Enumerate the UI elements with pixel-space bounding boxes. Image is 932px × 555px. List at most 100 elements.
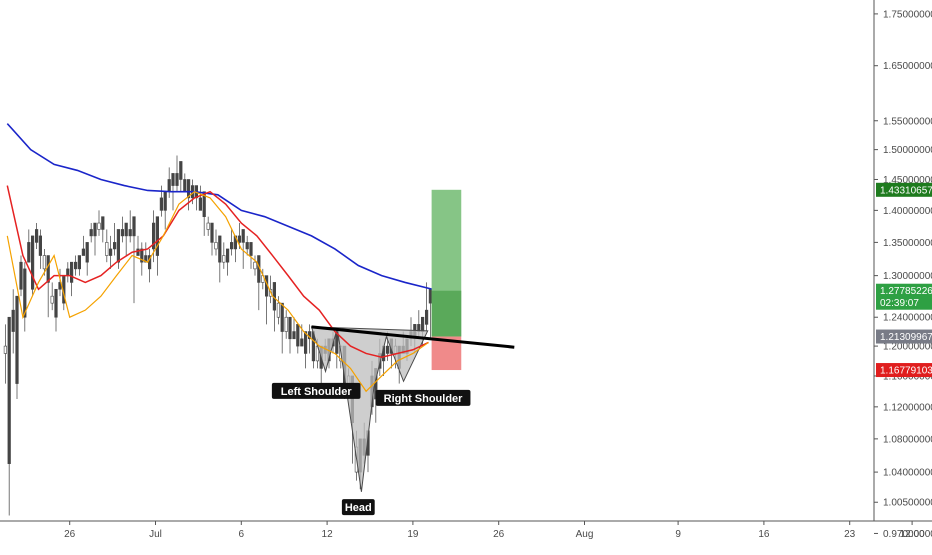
neckline-layer[interactable] [311, 325, 515, 349]
candle [253, 255, 257, 276]
stop-price-tag: 1.16779103 [876, 363, 932, 378]
left-shoulder-label: Left Shoulder [271, 382, 361, 399]
moving-averages-layer [6, 123, 433, 393]
candle [124, 222, 128, 256]
target-price-text: 1.43310657 [880, 185, 932, 196]
candle [3, 324, 7, 384]
time-tick-label: Aug [576, 529, 594, 540]
target-price-tag: 1.43310657 [876, 182, 932, 197]
candle [179, 161, 183, 192]
candle [50, 282, 54, 311]
price-tick-label: 1.45000000 [883, 175, 932, 186]
candle [245, 235, 249, 256]
candle [335, 331, 339, 369]
price-tick-label: 1.65000000 [883, 61, 932, 72]
candle [222, 242, 226, 269]
annotation-layer: Left Shoulder Right Shoulder Head [271, 382, 471, 516]
candle [7, 316, 11, 516]
candle [89, 223, 93, 243]
candle [74, 255, 78, 276]
price-tick-label: 1.20000000 [883, 342, 932, 353]
head-label: Head [341, 499, 375, 516]
candle [214, 229, 218, 256]
candle [109, 235, 113, 269]
candle [187, 179, 191, 211]
neckline-price-price-tag: 1.21309967 [876, 329, 932, 344]
time-tick-label: 12 [322, 529, 334, 540]
candle [424, 282, 429, 332]
candle [284, 310, 288, 339]
candle [66, 262, 70, 283]
candle [249, 242, 253, 269]
candle [54, 288, 58, 332]
candle [303, 331, 308, 369]
candle [140, 242, 144, 276]
candle [70, 261, 74, 297]
stop-price-text: 1.16779103 [880, 366, 932, 377]
candle [136, 235, 140, 256]
time-tick-label: 26 [493, 529, 505, 540]
head-and-shoulders-pattern [310, 326, 429, 492]
candle [101, 216, 105, 243]
price-tick-label: 1.75000000 [883, 9, 932, 20]
price-tick-label: 1.24000000 [883, 313, 932, 324]
ma-slow-line [6, 123, 433, 291]
right-shoulder-text: Right Shoulder [384, 393, 464, 405]
time-tick-label: 19 [407, 529, 419, 540]
candle [93, 222, 97, 256]
last-price-countdown-text: 02:39:07 [880, 298, 919, 309]
candle [272, 282, 277, 332]
price-tick-label: 1.12000000 [883, 402, 932, 413]
candle [116, 229, 120, 269]
candle [34, 223, 39, 249]
time-tick-label: Jul [149, 529, 162, 540]
candle [230, 229, 234, 256]
candle [202, 191, 206, 236]
candle [77, 255, 81, 276]
left-shoulder-text: Left Shoulder [281, 386, 353, 398]
candle [132, 216, 136, 304]
position-layer[interactable] [431, 189, 462, 371]
right-shoulder-label: Right Shoulder [375, 389, 471, 406]
candle [175, 155, 179, 192]
time-tick-label: 23 [844, 529, 856, 540]
neckline[interactable] [311, 325, 515, 349]
time-tick-label: 16 [758, 529, 770, 540]
price-tick-label: 1.04000000 [883, 468, 932, 479]
candle [280, 302, 284, 354]
last-price-price-text: 1.27785226 [880, 286, 932, 297]
candle [19, 255, 23, 297]
price-tick-label: 1.50000000 [883, 145, 932, 156]
candle [30, 235, 35, 297]
candle [288, 316, 292, 354]
candle [113, 223, 117, 256]
price-tick-label: 1.55000000 [883, 116, 932, 127]
candle [296, 324, 300, 354]
candle [120, 216, 124, 243]
candle [183, 173, 187, 193]
price-tags-layer: 1.433106571.2778522602:39:071.213099671.… [876, 182, 932, 378]
candle [206, 216, 210, 236]
time-tick-label: 9 [675, 529, 681, 540]
time-tick-label: 6 [239, 529, 245, 540]
candle [105, 229, 109, 263]
ma-fast-line [6, 191, 429, 393]
candle [152, 210, 156, 263]
candle [218, 235, 222, 283]
price-tick-label: 1.40000000 [883, 206, 932, 217]
candle [148, 248, 152, 283]
candle [27, 229, 31, 263]
position-open-profit [431, 290, 462, 337]
neckline-price-price-text: 1.21309967 [880, 332, 932, 343]
axes-layer: 1.75000000 1.65000000 1.55000000 1.50000000… [0, 0, 932, 540]
candle [307, 324, 312, 354]
candle [81, 235, 85, 256]
candle [38, 229, 42, 269]
head-text: Head [345, 502, 372, 514]
candle [292, 317, 296, 340]
candle [241, 229, 245, 269]
price-tick-label: 1.35000000 [883, 238, 932, 249]
